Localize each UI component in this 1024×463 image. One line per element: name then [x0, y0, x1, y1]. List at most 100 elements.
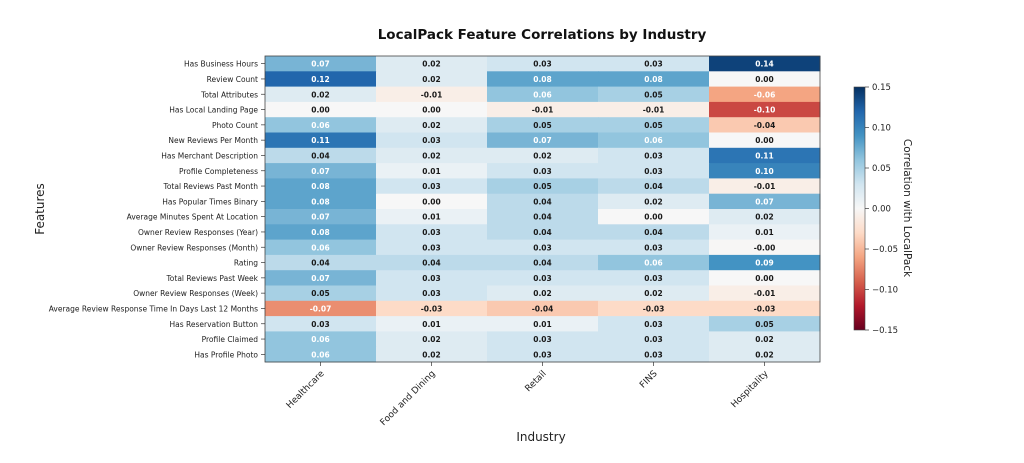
cell-value-label: 0.03: [644, 60, 663, 69]
cell-value-label: 0.04: [533, 228, 552, 237]
y-tick-label: Has Popular Times Binary: [162, 197, 258, 206]
x-tick-label: Food and Dining: [379, 369, 438, 428]
x-axis-label: Industry: [516, 430, 565, 444]
y-tick-label: Rating: [234, 259, 258, 268]
cell-value-label: 0.01: [422, 320, 441, 329]
cell-value-label: 0.02: [422, 151, 441, 160]
heatmap-cell: [709, 71, 821, 88]
cell-value-label: 0.00: [311, 106, 330, 115]
heatmap-cell: [598, 209, 710, 225]
cell-value-label: 0.02: [422, 335, 441, 344]
y-tick-label: Total Reviews Past Month: [163, 182, 259, 191]
cell-value-label: 0.03: [422, 136, 441, 145]
heatmap-cell: [376, 132, 488, 149]
cell-value-label: 0.02: [644, 197, 663, 206]
heatmap-cell: [265, 254, 377, 271]
heatmap-cell: [376, 163, 488, 179]
x-tick-label: Hospitality: [730, 369, 772, 411]
cell-value-label: 0.00: [422, 197, 441, 206]
cell-value-label: 0.02: [755, 335, 774, 344]
heatmap-cell: [265, 300, 377, 317]
cell-value-label: 0.06: [644, 259, 663, 268]
y-tick-label: Review Count: [207, 75, 258, 84]
heatmap-cell: [265, 86, 377, 103]
heatmap-cell: [598, 316, 710, 332]
y-tick-label: Has Reservation Button: [169, 320, 258, 329]
cell-value-label: 0.04: [533, 259, 552, 268]
cell-value-label: -0.04: [532, 304, 554, 313]
heatmap-cell: [487, 86, 599, 103]
colorbar-label: Correlation with LocalPack: [901, 139, 913, 278]
cell-value-label: 0.14: [755, 60, 774, 69]
heatmap-cell: [598, 270, 710, 286]
heatmap-cell: [598, 163, 710, 179]
heatmap-cell: [709, 316, 821, 332]
heatmap-cell: [265, 147, 377, 164]
heatmap-cell: [598, 147, 710, 164]
heatmap-cell: [709, 163, 821, 179]
y-axis-ticks: Has Business Hours Review Count Total Attr…: [49, 60, 265, 359]
colorbar-tick-label: 0.05: [872, 164, 891, 174]
cell-value-label: 0.09: [755, 259, 774, 268]
colorbar-tick-label: 0.00: [872, 205, 891, 215]
y-tick-label: Profile Claimed: [202, 335, 259, 344]
y-tick-label: Has Business Hours: [184, 60, 258, 69]
cell-value-label: 0.00: [422, 106, 441, 115]
cell-value-label: 0.08: [311, 197, 330, 206]
cell-value-label: 0.04: [311, 259, 330, 268]
x-tick-label: Healthcare: [285, 369, 327, 411]
cell-value-label: 0.04: [422, 259, 441, 268]
heatmap-cell: [709, 346, 821, 363]
cell-value-label: 0.02: [755, 350, 774, 359]
heatmap-cell: [487, 193, 599, 210]
heatmap-cell-labels: 0.07 0.02 0.03 0.03 0.14 0.12 0.02 0.08 0.08 0.00…: [310, 60, 776, 360]
cell-value-label: 0.03: [533, 335, 552, 344]
heatmap-cell: [487, 316, 599, 332]
heatmap-cell: [265, 224, 377, 241]
colorbar-tick-label: 0.10: [872, 124, 891, 134]
heatmap-cell: [709, 56, 821, 72]
heatmap-cell: [598, 346, 710, 363]
y-axis-label: Features: [33, 183, 47, 235]
cell-value-label: 0.02: [533, 289, 552, 298]
heatmap-cell: [709, 224, 821, 241]
heatmap-cell: [709, 86, 821, 103]
heatmap-cell: [598, 178, 710, 195]
cell-value-label: 0.08: [311, 228, 330, 237]
cell-value-label: 0.02: [755, 213, 774, 222]
cell-value-label: 0.02: [422, 121, 441, 130]
cell-value-label: 0.06: [311, 121, 330, 130]
heatmap-cell: [487, 270, 599, 286]
x-tick-label: Retail: [524, 369, 549, 394]
heatmap-cell: [376, 331, 488, 348]
cell-value-label: -0.01: [754, 289, 776, 298]
heatmap-cell: [376, 316, 488, 332]
cell-value-label: -0.03: [643, 304, 665, 313]
cell-value-label: -0.10: [754, 106, 776, 115]
heatmap-cell: [376, 178, 488, 195]
heatmap-cell: [265, 346, 377, 363]
cell-value-label: 0.01: [755, 228, 774, 237]
x-axis-ticks: Healthcare Food and Dining Retail FINS Hospi…: [285, 362, 771, 428]
cell-value-label: 0.05: [644, 121, 663, 130]
cell-value-label: 0.02: [533, 151, 552, 160]
cell-value-label: 0.03: [422, 274, 441, 283]
heatmap-cell: [487, 132, 599, 149]
cell-value-label: 0.00: [755, 274, 774, 283]
heatmap-cell: [487, 178, 599, 195]
cell-value-label: 0.01: [422, 167, 441, 176]
heatmap-cell: [265, 71, 377, 88]
cell-value-label: -0.03: [754, 304, 776, 313]
heatmap-cell: [265, 101, 377, 118]
colorbar-tick-label: −0.15: [872, 326, 898, 336]
heatmap-cell: [598, 331, 710, 348]
cell-value-label: 0.03: [533, 350, 552, 359]
heatmap-cell: [376, 239, 488, 256]
cell-value-label: 0.11: [755, 151, 774, 160]
heatmap-cell: [598, 285, 710, 302]
cell-value-label: 0.01: [533, 320, 552, 329]
cell-value-label: -0.03: [421, 304, 443, 313]
heatmap-cell: [376, 71, 488, 88]
cell-value-label: -0.01: [754, 182, 776, 191]
cell-value-label: 0.03: [422, 182, 441, 191]
